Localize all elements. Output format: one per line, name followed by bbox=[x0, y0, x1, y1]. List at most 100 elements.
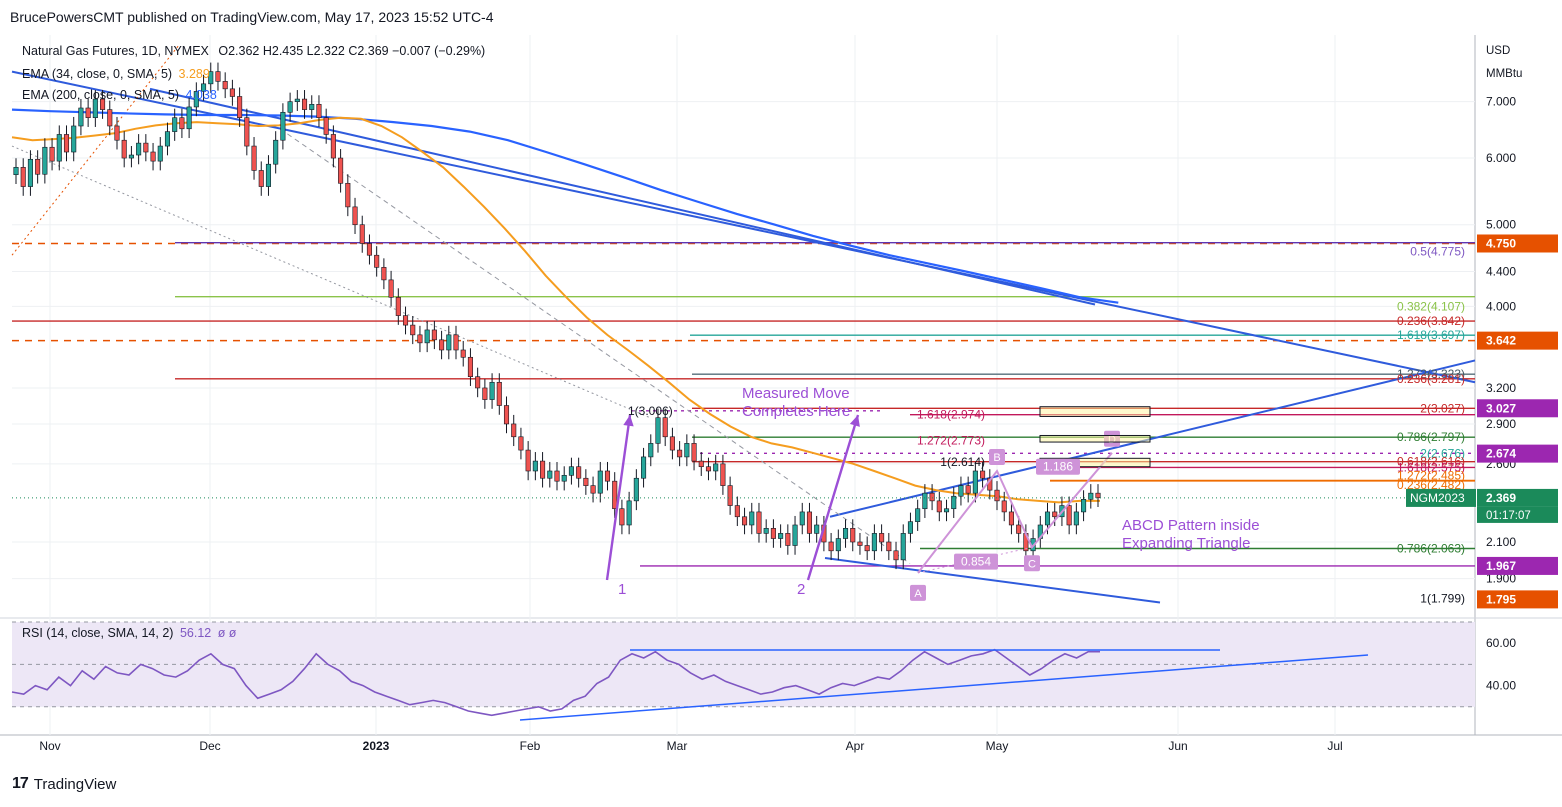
price-badge-value: 4.750 bbox=[1486, 236, 1516, 250]
candle-body bbox=[395, 297, 401, 316]
candle-body bbox=[56, 134, 62, 162]
candle-body bbox=[431, 329, 437, 341]
candle-body bbox=[713, 463, 719, 472]
candle-body bbox=[410, 324, 416, 336]
time-axis[interactable]: Nov Dec 2023 Feb Mar Apr May Jun Jul bbox=[39, 739, 1342, 753]
candle-body bbox=[157, 145, 163, 162]
candle-body bbox=[612, 480, 618, 510]
candle-body bbox=[352, 206, 358, 226]
candle-body bbox=[835, 538, 841, 552]
candle-body bbox=[71, 125, 77, 153]
candle-body bbox=[922, 492, 928, 510]
rsi-extra: ø ø bbox=[217, 626, 237, 640]
candle-body bbox=[980, 470, 986, 479]
candle-body bbox=[842, 528, 849, 539]
legend-rsi[interactable]: RSI (14, close, SMA, 14, 2) 56.12 ø ø bbox=[22, 626, 236, 640]
candle-body bbox=[547, 470, 553, 479]
price-badge-value: 1.967 bbox=[1486, 559, 1516, 573]
price-badge-value: 2.674 bbox=[1486, 447, 1516, 461]
candle-body bbox=[424, 329, 430, 344]
candle-body bbox=[121, 139, 127, 159]
candle-body bbox=[799, 511, 805, 526]
candle-body bbox=[215, 71, 221, 82]
candle-body bbox=[1088, 492, 1094, 500]
fib-level-label: 1.272(2.773) bbox=[917, 433, 985, 447]
time-tick-label: Mar bbox=[667, 739, 688, 753]
fib-level-label: 1.272(2.485) bbox=[1397, 468, 1465, 482]
price-badge bbox=[1477, 556, 1558, 575]
candle-body bbox=[164, 131, 171, 147]
candle-body bbox=[1095, 492, 1101, 499]
candle-body bbox=[792, 524, 798, 546]
candle-body bbox=[770, 528, 776, 539]
candle-body bbox=[92, 98, 98, 118]
candle-body bbox=[965, 485, 971, 494]
candle-body bbox=[994, 489, 1000, 502]
legend-ema34[interactable]: EMA (34, close, 0, SMA, 5) 3.289 bbox=[22, 67, 210, 81]
candle-body bbox=[943, 508, 950, 513]
triangle-lower-line bbox=[824, 557, 1161, 604]
candle-body bbox=[136, 142, 142, 156]
countdown-badge bbox=[1477, 506, 1558, 523]
candle-body bbox=[604, 470, 611, 482]
price-tick-label: 2.100 bbox=[1486, 535, 1516, 549]
rsi-line bbox=[11, 648, 1100, 717]
rsi-label: RSI (14, close, SMA, 14, 2) bbox=[22, 626, 174, 640]
candle-body bbox=[128, 154, 134, 159]
time-tick-label: Apr bbox=[846, 739, 865, 753]
candle-body bbox=[42, 146, 48, 175]
fib-level-label: 0.236(3.842) bbox=[1397, 314, 1465, 328]
candle-body bbox=[669, 436, 675, 451]
candle-body bbox=[871, 533, 877, 552]
dashed-guide bbox=[279, 128, 911, 564]
legend-ema200[interactable]: EMA (200, close, 0, SMA, 5) 4.038 bbox=[22, 88, 217, 102]
point-a-label-box bbox=[910, 584, 926, 601]
fib-level-label: 1(2.614) bbox=[940, 455, 985, 469]
candle-body bbox=[417, 334, 423, 344]
candle-body bbox=[1081, 499, 1087, 513]
candle-body bbox=[684, 443, 690, 458]
candle-body bbox=[20, 167, 26, 187]
point-b-label: B bbox=[993, 452, 1000, 464]
point-c-label-box bbox=[1024, 555, 1040, 572]
candle-body bbox=[936, 500, 942, 513]
candle-body bbox=[540, 460, 546, 479]
fib-level-label: 2(3.027) bbox=[1420, 401, 1465, 415]
abcd-line2: Expanding Triangle bbox=[1122, 535, 1250, 552]
price-axis[interactable]: USD MMBtu 7.000 6.000 5.000 4.400 4.000 3.200 2.… bbox=[1406, 45, 1558, 609]
wave-label-2: 2 bbox=[797, 581, 805, 598]
candle-body bbox=[309, 104, 315, 110]
measured-move-arrow-2-head bbox=[849, 415, 860, 427]
tradingview-logo-icon: 17 bbox=[12, 775, 29, 792]
fib-level-label: 1(3.006) bbox=[628, 404, 673, 418]
price-badge bbox=[1477, 590, 1558, 609]
candle-body bbox=[1073, 511, 1079, 526]
candle-body bbox=[532, 460, 538, 472]
target-zone-box bbox=[1039, 406, 1151, 417]
measured-move-arrow-1-head bbox=[623, 415, 634, 427]
rsi-value: 56.12 bbox=[179, 626, 212, 640]
price-tick-label: 3.200 bbox=[1486, 381, 1516, 395]
ema200-value: 4.038 bbox=[185, 88, 217, 102]
candle-body bbox=[388, 279, 394, 298]
publisher-line: BrucePowersCMT published on TradingView.… bbox=[10, 9, 494, 25]
candle-body bbox=[467, 356, 473, 377]
tradingview-brand: TradingView bbox=[33, 775, 117, 793]
candle-body bbox=[568, 466, 574, 476]
candle-body bbox=[785, 533, 791, 546]
candle-body bbox=[63, 134, 70, 153]
fib-level-label: 0.786(2.063) bbox=[1397, 541, 1465, 555]
candle-body bbox=[78, 107, 84, 127]
fib-level-label: 0.854 bbox=[961, 555, 991, 569]
candle-body bbox=[446, 334, 452, 351]
candle-body bbox=[742, 516, 748, 526]
symbol-badge-name: NGM2023 bbox=[1410, 491, 1465, 505]
ratio-label-box bbox=[1036, 458, 1080, 475]
price-badge-value: 1.795 bbox=[1486, 592, 1516, 606]
candle-body bbox=[150, 151, 156, 162]
time-tick-label: May bbox=[986, 739, 1009, 753]
candle-body bbox=[100, 98, 106, 110]
candle-body bbox=[381, 267, 387, 281]
